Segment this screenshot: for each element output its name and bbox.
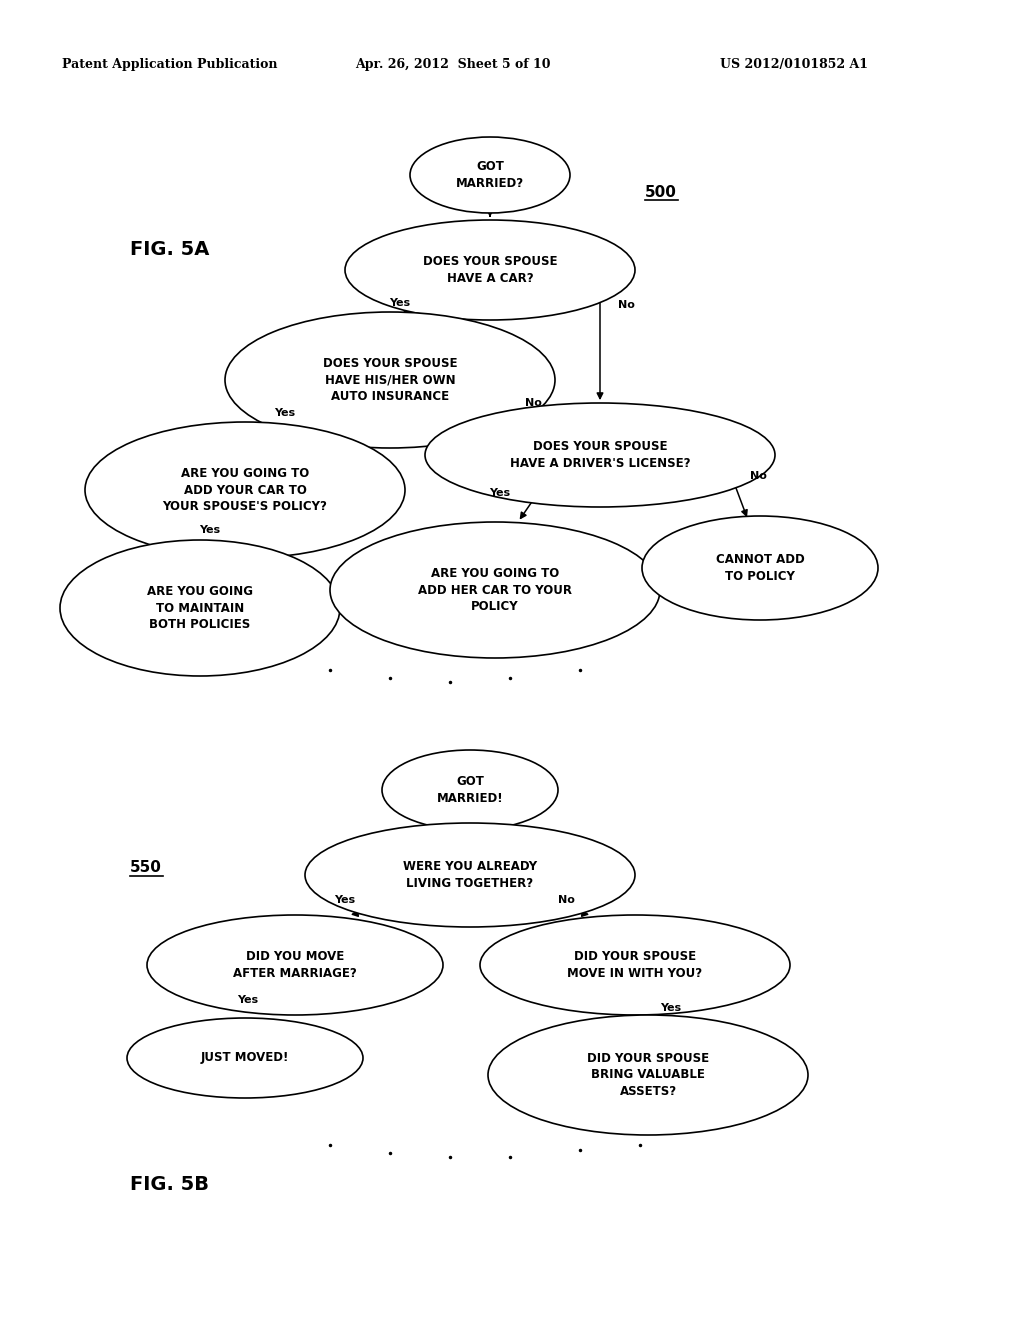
Text: DID YOU MOVE
AFTER MARRIAGE?: DID YOU MOVE AFTER MARRIAGE? [233,950,357,979]
Text: DID YOUR SPOUSE
MOVE IN WITH YOU?: DID YOUR SPOUSE MOVE IN WITH YOU? [567,950,702,979]
Text: Yes: Yes [334,895,355,906]
Ellipse shape [330,521,660,657]
Text: No: No [618,300,635,310]
Text: Yes: Yes [237,995,258,1005]
Text: No: No [750,471,767,480]
Text: DOES YOUR SPOUSE
HAVE A DRIVER'S LICENSE?: DOES YOUR SPOUSE HAVE A DRIVER'S LICENSE… [510,441,690,470]
Ellipse shape [305,822,635,927]
Ellipse shape [410,137,570,213]
Text: DOES YOUR SPOUSE
HAVE A CAR?: DOES YOUR SPOUSE HAVE A CAR? [423,255,557,285]
Text: No: No [558,895,574,906]
Ellipse shape [382,750,558,830]
Text: Yes: Yes [273,408,295,418]
Text: Yes: Yes [488,488,510,498]
Ellipse shape [147,915,443,1015]
Ellipse shape [225,312,555,447]
Text: WERE YOU ALREADY
LIVING TOGETHER?: WERE YOU ALREADY LIVING TOGETHER? [402,861,537,890]
Text: Yes: Yes [660,1003,681,1012]
Ellipse shape [642,516,878,620]
Text: DID YOUR SPOUSE
BRING VALUABLE
ASSETS?: DID YOUR SPOUSE BRING VALUABLE ASSETS? [587,1052,709,1098]
Text: ARE YOU GOING TO
ADD YOUR CAR TO
YOUR SPOUSE'S POLICY?: ARE YOU GOING TO ADD YOUR CAR TO YOUR SP… [163,467,328,513]
Text: 500: 500 [645,185,677,201]
Ellipse shape [480,915,790,1015]
Text: CANNOT ADD
TO POLICY: CANNOT ADD TO POLICY [716,553,805,582]
Text: ARE YOU GOING
TO MAINTAIN
BOTH POLICIES: ARE YOU GOING TO MAINTAIN BOTH POLICIES [147,585,253,631]
Ellipse shape [425,403,775,507]
Text: FIG. 5B: FIG. 5B [130,1175,209,1195]
Text: GOT
MARRIED!: GOT MARRIED! [436,775,504,805]
Text: Apr. 26, 2012  Sheet 5 of 10: Apr. 26, 2012 Sheet 5 of 10 [355,58,551,71]
Text: 550: 550 [130,861,162,875]
Text: US 2012/0101852 A1: US 2012/0101852 A1 [720,58,868,71]
Ellipse shape [127,1018,362,1098]
Ellipse shape [345,220,635,319]
Text: No: No [525,399,542,408]
Ellipse shape [60,540,340,676]
Text: FIG. 5A: FIG. 5A [130,240,209,259]
Text: JUST MOVED!: JUST MOVED! [201,1052,289,1064]
Ellipse shape [488,1015,808,1135]
Text: Yes: Yes [389,298,410,308]
Text: GOT
MARRIED?: GOT MARRIED? [456,160,524,190]
Text: Patent Application Publication: Patent Application Publication [62,58,278,71]
Ellipse shape [85,422,406,558]
Text: DOES YOUR SPOUSE
HAVE HIS/HER OWN
AUTO INSURANCE: DOES YOUR SPOUSE HAVE HIS/HER OWN AUTO I… [323,356,458,403]
Text: ARE YOU GOING TO
ADD HER CAR TO YOUR
POLICY: ARE YOU GOING TO ADD HER CAR TO YOUR POL… [418,568,572,612]
Text: Yes: Yes [199,525,220,535]
